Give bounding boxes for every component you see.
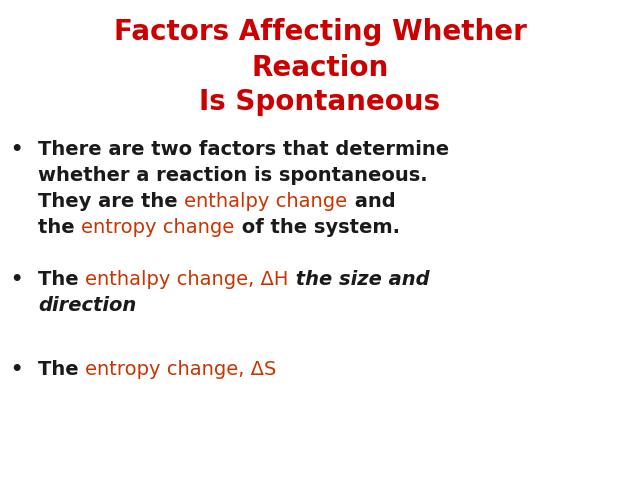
Text: The: The — [38, 360, 85, 379]
Text: entropy change: entropy change — [81, 218, 235, 237]
Text: They are the: They are the — [38, 192, 184, 211]
Text: enthalpy change, ΔH: enthalpy change, ΔH — [85, 270, 289, 289]
Text: direction: direction — [38, 296, 136, 315]
Text: Is Spontaneous: Is Spontaneous — [200, 88, 440, 116]
Text: •: • — [10, 140, 22, 159]
Text: •: • — [10, 360, 22, 379]
Text: whether a reaction is spontaneous.: whether a reaction is spontaneous. — [38, 166, 428, 185]
Text: The: The — [38, 270, 85, 289]
Text: •: • — [10, 270, 22, 289]
Text: entropy change, ΔS: entropy change, ΔS — [85, 360, 276, 379]
Text: of the system.: of the system. — [235, 218, 399, 237]
Text: the: the — [38, 218, 81, 237]
Text: Factors Affecting Whether: Factors Affecting Whether — [113, 18, 527, 46]
Text: and: and — [348, 192, 395, 211]
Text: There are two factors that determine: There are two factors that determine — [38, 140, 449, 159]
Text: the size and: the size and — [289, 270, 429, 289]
Text: enthalpy change: enthalpy change — [184, 192, 348, 211]
Text: Reaction: Reaction — [252, 54, 388, 82]
